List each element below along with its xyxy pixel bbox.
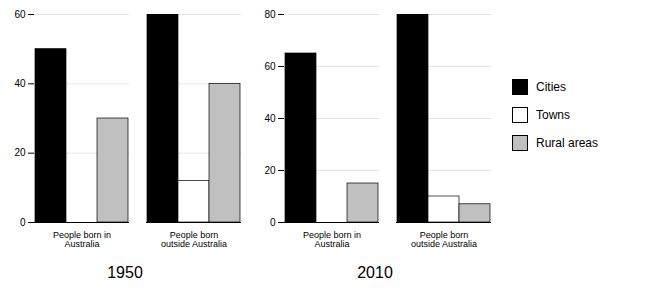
- svg-text:40: 40: [264, 113, 276, 124]
- svg-text:0: 0: [270, 217, 276, 228]
- html-text:Rural areas: Rural areas: [536, 136, 598, 150]
- svg-text:80: 80: [264, 9, 276, 20]
- html-text:2010: 2010: [357, 264, 393, 281]
- svg-text:People bornoutside Australia: People bornoutside Australia: [161, 230, 227, 249]
- html-text:1950: 1950: [107, 264, 143, 281]
- svg-text:People born inAustralia: People born inAustralia: [303, 230, 361, 249]
- svg-text:60: 60: [14, 9, 26, 20]
- html-text:Cities: Cities: [536, 80, 566, 94]
- svg-text:20: 20: [264, 165, 276, 176]
- svg-text:20: 20: [14, 147, 26, 158]
- svg-text:60: 60: [264, 61, 276, 72]
- svg-text:People born inAustralia: People born inAustralia: [53, 230, 111, 249]
- svg-text:40: 40: [14, 78, 26, 89]
- svg-text:People bornoutside Australia: People bornoutside Australia: [411, 230, 477, 249]
- svg-text:0: 0: [20, 217, 26, 228]
- html-text:Towns: Towns: [536, 108, 570, 122]
